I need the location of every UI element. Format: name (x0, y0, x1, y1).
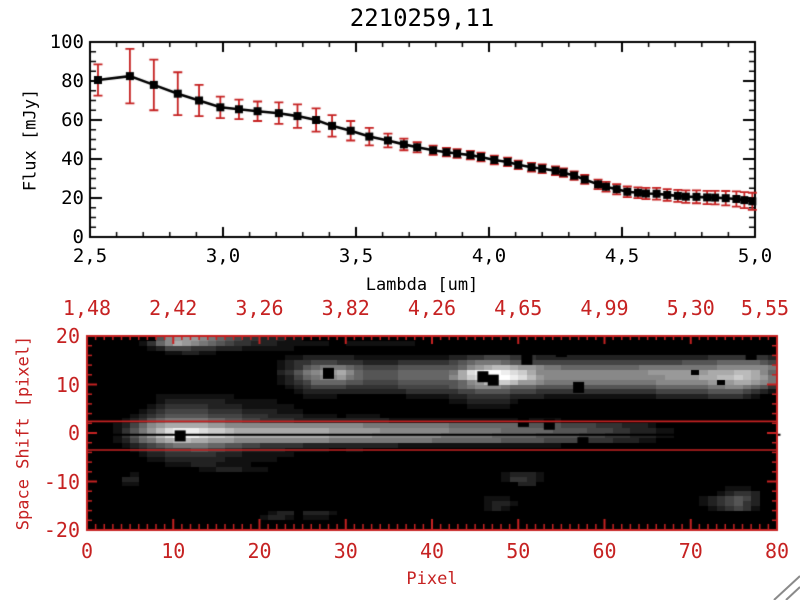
pixel-axis-label: Pixel (406, 569, 458, 589)
bottom-y-tick-label: 20 (55, 324, 80, 348)
top-x-tick-label: 3,5 (338, 245, 374, 267)
wavelength-top-axis-label: 4,26 (407, 296, 457, 320)
bottom-x-tick-label: 60 (592, 539, 617, 563)
bottom-x-tick-label: 40 (419, 539, 445, 563)
wavelength-top-axis-label: 4,65 (494, 296, 543, 320)
wavelength-top-axis-label: 5,55 (740, 296, 790, 320)
top-y-tick-label: 20 (61, 187, 84, 209)
top-x-tick-label: 3,0 (205, 245, 241, 267)
bottom-x-tick-label: 80 (764, 539, 790, 563)
top-y-tick-label: 60 (61, 109, 84, 131)
resize-grip-icon[interactable] (770, 574, 800, 600)
bottom-x-tick-label: 0 (80, 539, 94, 563)
space-shift-axis-label: Space Shift [pixel] (13, 335, 34, 531)
bottom-x-tick-label: 20 (247, 539, 272, 563)
wavelength-top-axis-label: 1,48 (62, 296, 112, 320)
wavelength-top-axis-label: 2,42 (149, 296, 198, 320)
bottom-x-tick-label: 10 (161, 539, 186, 563)
top-y-tick-label: 100 (49, 31, 84, 53)
top-x-tick-label: 5,0 (737, 245, 773, 267)
top-y-tick-label: 40 (61, 148, 84, 170)
bottom-y-tick-label: 0 (67, 421, 80, 445)
top-y-tick-label: 80 (61, 70, 84, 92)
wavelength-top-axis-label: 3,82 (321, 296, 370, 320)
flux-axis-label: Flux [mJy] (20, 88, 41, 192)
bottom-x-tick-label: 70 (678, 539, 703, 563)
bottom-y-tick-label: 10 (55, 372, 80, 397)
top-x-tick-label: 4,0 (471, 245, 507, 267)
wavelength-top-axis-label: 5,30 (666, 296, 715, 320)
bottom-y-tick-label: -10 (43, 469, 80, 494)
lambda-axis-label: Lambda [um] (365, 275, 479, 295)
top-x-tick-label: 2,5 (72, 245, 108, 267)
wavelength-top-axis-label: 3,26 (235, 296, 284, 320)
wavelength-top-axis-label: 4,99 (580, 296, 629, 320)
bottom-x-tick-label: 30 (333, 539, 358, 563)
bottom-x-tick-label: 50 (506, 539, 531, 563)
top-x-tick-label: 4,5 (604, 245, 640, 267)
top-y-tick-label: 0 (72, 226, 84, 248)
plot-title: 2210259,11 (349, 4, 495, 32)
bottom-y-tick-label: -20 (43, 518, 80, 542)
